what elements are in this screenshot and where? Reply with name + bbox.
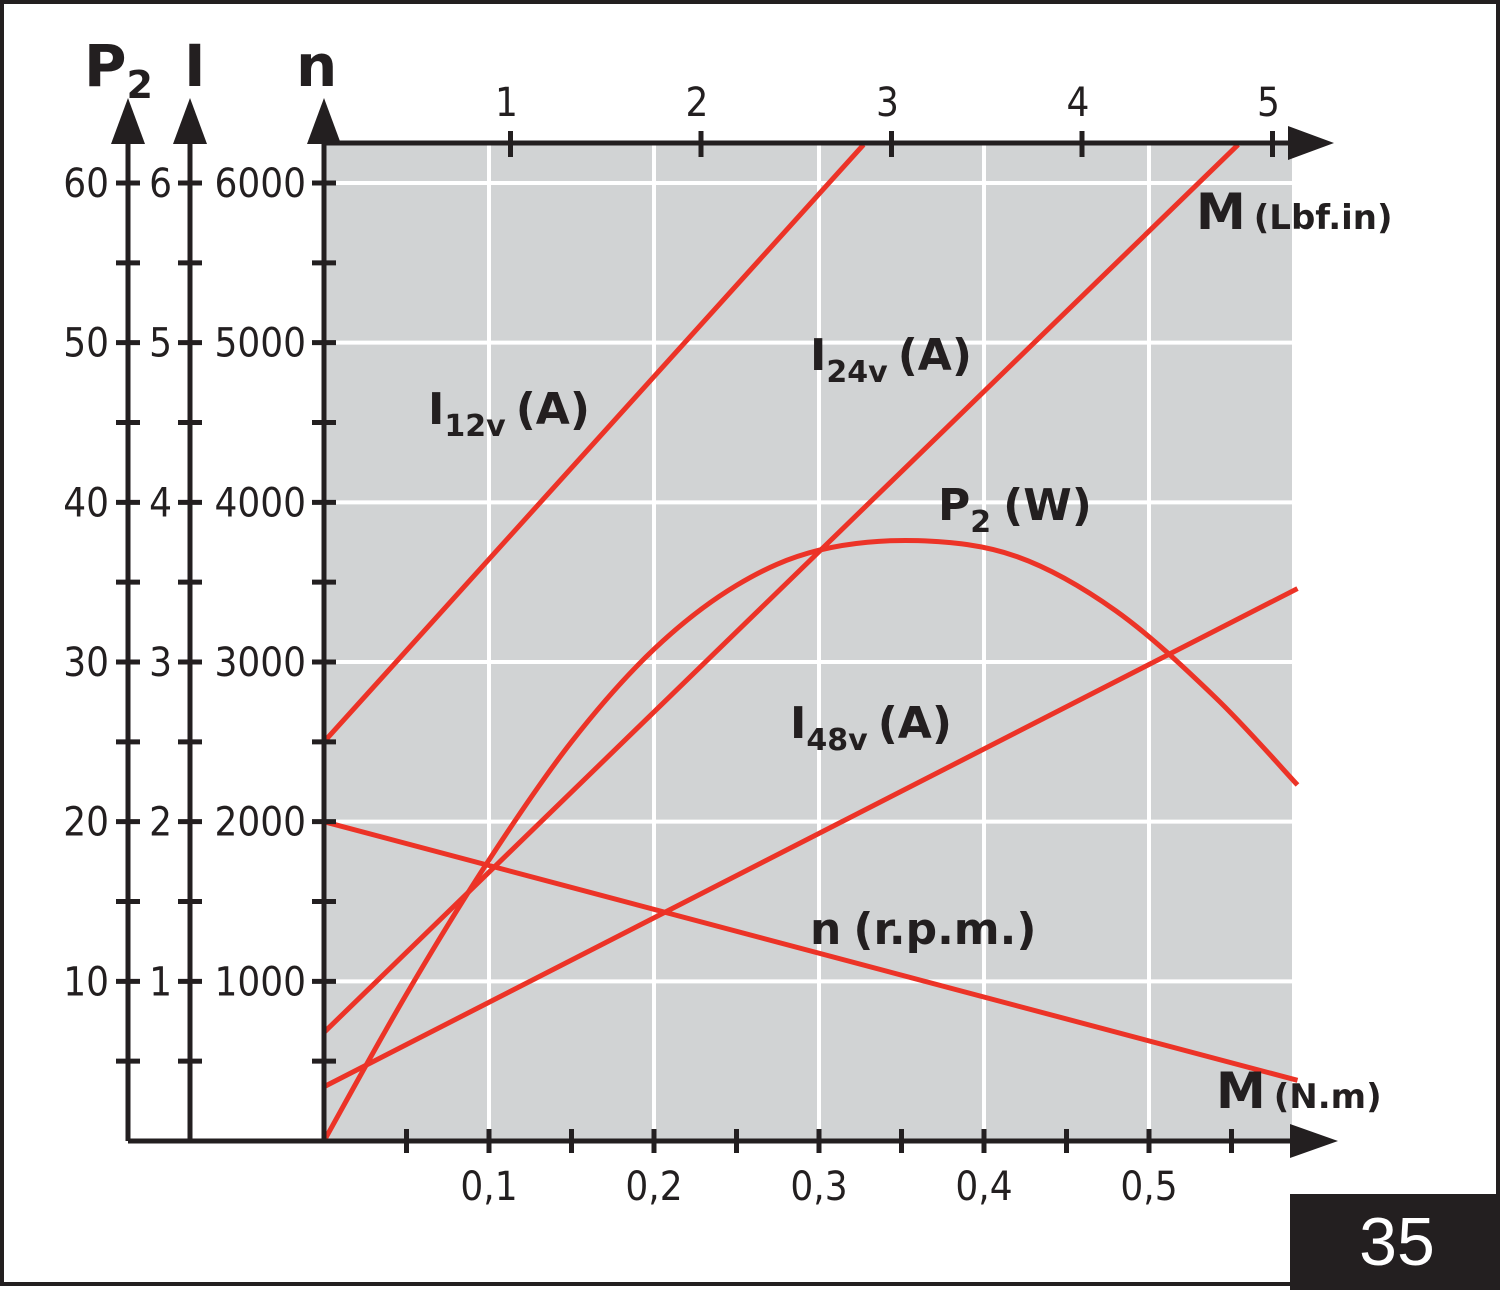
y-tick-label-P2: 50 xyxy=(63,321,109,367)
p2-axis-title: P2 xyxy=(84,32,153,107)
y-axis-arrow-2 xyxy=(307,98,341,144)
top-x-tick-label: 1 xyxy=(495,80,518,126)
curves xyxy=(321,142,1300,1143)
top-x-axis-title: M (Lbf.in) xyxy=(1196,183,1393,241)
y-tick-label-n: 1000 xyxy=(214,959,306,1005)
series-curve-4 xyxy=(321,537,1300,1143)
y-tick-label-I: 5 xyxy=(149,321,172,367)
y-tick-label-I: 4 xyxy=(149,480,172,526)
y-tick-label-I: 6 xyxy=(149,161,172,207)
bottom-x-axis-title: M (N.m) xyxy=(1216,1062,1382,1120)
y-tick-label-n: 5000 xyxy=(214,321,306,367)
bottom-x-tick-label: 0,4 xyxy=(955,1164,1012,1210)
series-curve-0 xyxy=(322,143,866,744)
i24v-label: I24v (A) xyxy=(810,330,972,390)
top-x-tick-label: 3 xyxy=(876,80,899,126)
i-axis-title: I xyxy=(184,32,206,100)
bottom-x-tick-label: 0,5 xyxy=(1120,1164,1177,1210)
y-tick-label-P2: 60 xyxy=(63,161,109,207)
bottom-x-axis-arrow xyxy=(1290,1124,1338,1158)
y-tick-label-P2: 40 xyxy=(63,480,109,526)
page-number-badge: 35 xyxy=(1290,1194,1500,1290)
top-x-tick-label: 5 xyxy=(1257,80,1280,126)
y-tick-label-n: 6000 xyxy=(214,161,306,207)
y-tick-label-P2: 10 xyxy=(63,959,109,1005)
motor-performance-chart: 10 20 30 40 50 60 1 2 3 4 5 6 1000 2000 3000 4000 5000 60… xyxy=(63,32,1393,1210)
y-tick-label-n: 3000 xyxy=(214,640,306,686)
top-x-tick-label: 4 xyxy=(1067,80,1090,126)
y-tick-label-P2: 20 xyxy=(63,800,109,846)
y-tick-label-P2: 30 xyxy=(63,640,109,686)
grid-lines xyxy=(324,143,1292,1141)
series-curve-2 xyxy=(322,586,1299,1089)
y-tick-label-n: 4000 xyxy=(214,480,306,526)
i12v-label: I12v (A) xyxy=(428,384,590,444)
bottom-x-tick-label: 0,2 xyxy=(625,1164,682,1210)
bottom-x-tick-label: 0,1 xyxy=(460,1164,517,1210)
axis-ticks: 10 20 30 40 50 60 1 2 3 4 5 6 1000 2000 3000 4000 5000 60… xyxy=(63,80,1280,1210)
top-x-axis-arrow xyxy=(1288,126,1334,160)
series-curve-1 xyxy=(322,142,1240,1035)
y-tick-label-n: 2000 xyxy=(214,800,306,846)
n-axis-title: n xyxy=(296,32,337,100)
y-axis-arrow-0 xyxy=(111,98,145,144)
y-tick-label-I: 2 xyxy=(149,800,172,846)
bottom-x-tick-label: 0,3 xyxy=(790,1164,847,1210)
y-axis-arrow-1 xyxy=(173,98,207,144)
i48v-label: I48v (A) xyxy=(790,698,952,758)
y-tick-label-I: 3 xyxy=(149,640,172,686)
axes xyxy=(111,98,1338,1158)
plot-area xyxy=(324,143,1292,1141)
p2-w-label: P2 (W) xyxy=(938,480,1092,540)
top-x-tick-label: 2 xyxy=(686,80,709,126)
y-tick-label-I: 1 xyxy=(149,959,172,1005)
n-rpm-label: n (r.p.m.) xyxy=(810,904,1036,955)
